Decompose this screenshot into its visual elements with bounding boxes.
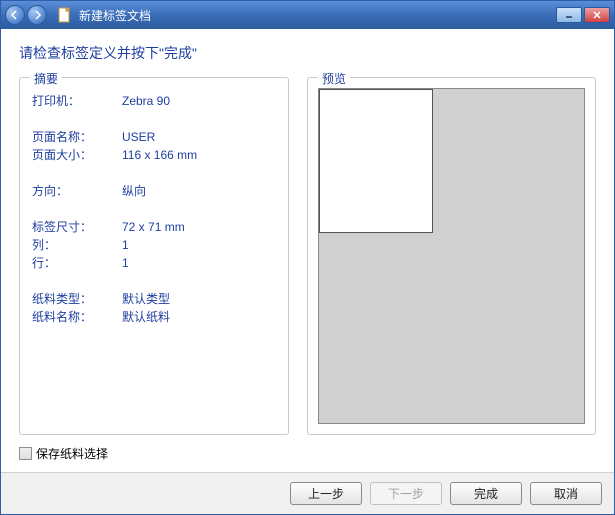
next-button: 下一步 [370, 482, 442, 505]
cancel-button[interactable]: 取消 [530, 482, 602, 505]
close-button[interactable] [584, 7, 610, 23]
rows-value: 1 [122, 254, 276, 272]
orientation-value: 纵向 [122, 182, 276, 200]
page-name-label: 页面名称： [32, 128, 122, 146]
button-bar: 上一步 下一步 完成 取消 [1, 472, 614, 514]
preview-label-rect [319, 89, 433, 233]
rows-label: 行： [32, 254, 122, 272]
window-controls [556, 7, 610, 23]
preview-fieldset: 预览 [307, 77, 596, 435]
paper-type-value: 默认类型 [122, 290, 276, 308]
orientation-label: 方向： [32, 182, 122, 200]
panels: 摘要 打印机：Zebra 90 页面名称：USER 页面大小：116 x 166… [19, 77, 596, 435]
save-paper-checkbox[interactable] [19, 447, 32, 460]
page-size-value: 116 x 166 mm [122, 146, 276, 164]
wizard-window: 新建标签文档 请检查标签定义并按下"完成" 摘要 打印机：Zebra 90 页面… [0, 0, 615, 515]
label-size-label: 标签尺寸： [32, 218, 122, 236]
save-paper-label: 保存纸料选择 [36, 445, 108, 462]
client-area: 请检查标签定义并按下"完成" 摘要 打印机：Zebra 90 页面名称：USER… [1, 29, 614, 472]
summary-legend: 摘要 [30, 70, 62, 87]
label-size-value: 72 x 71 mm [122, 218, 276, 236]
finish-button[interactable]: 完成 [450, 482, 522, 505]
window-title: 新建标签文档 [79, 7, 556, 24]
instruction-text: 请检查标签定义并按下"完成" [19, 43, 596, 63]
summary-fieldset: 摘要 打印机：Zebra 90 页面名称：USER 页面大小：116 x 166… [19, 77, 289, 435]
back-button[interactable]: 上一步 [290, 482, 362, 505]
preview-page [318, 88, 585, 424]
printer-value: Zebra 90 [122, 92, 276, 110]
document-icon [57, 7, 73, 23]
columns-value: 1 [122, 236, 276, 254]
columns-label: 列： [32, 236, 122, 254]
paper-name-value: 默认纸料 [122, 308, 276, 326]
paper-type-label: 纸料类型： [32, 290, 122, 308]
page-size-label: 页面大小： [32, 146, 122, 164]
titlebar: 新建标签文档 [1, 1, 614, 29]
minimize-button[interactable] [556, 7, 582, 23]
page-name-value: USER [122, 128, 276, 146]
save-paper-row: 保存纸料选择 [19, 445, 596, 462]
printer-label: 打印机： [32, 92, 122, 110]
nav-back-button[interactable] [5, 5, 25, 25]
paper-name-label: 纸料名称： [32, 308, 122, 326]
nav-forward-button[interactable] [27, 5, 47, 25]
preview-legend: 预览 [318, 70, 350, 87]
